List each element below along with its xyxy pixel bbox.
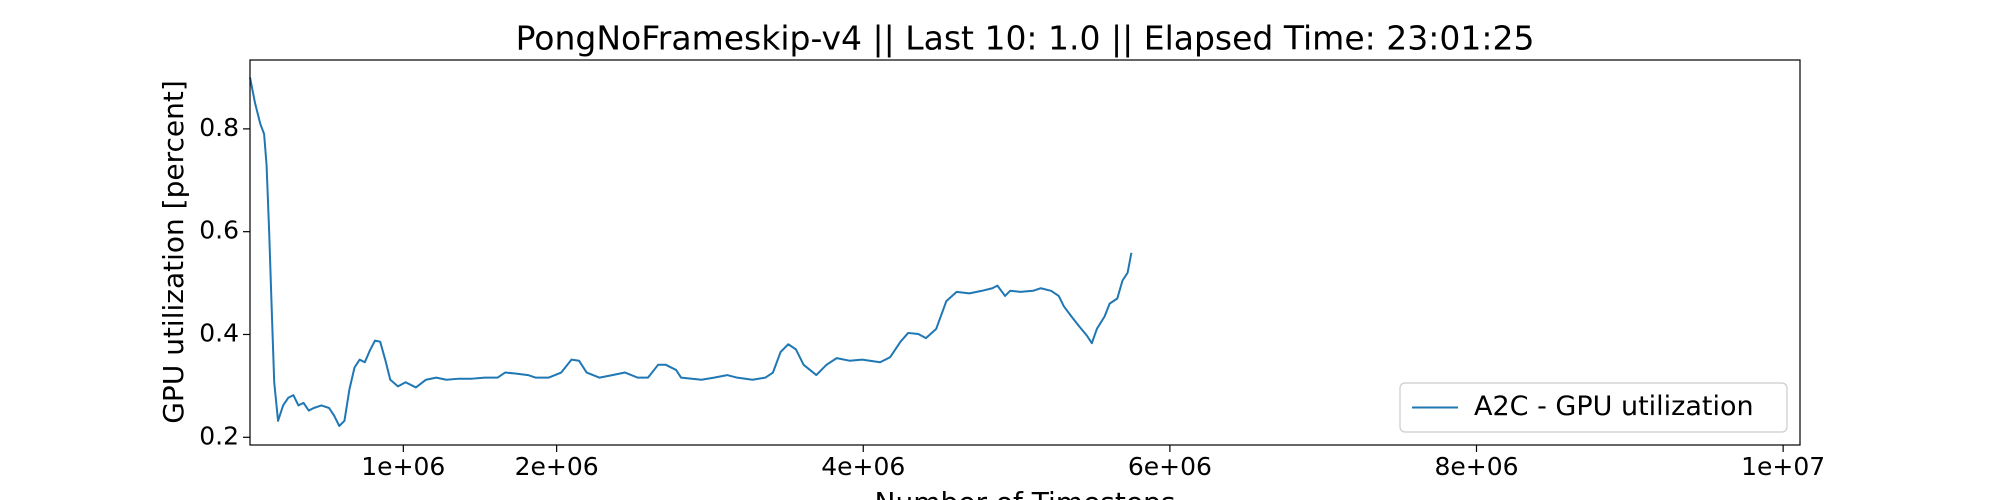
x-tick-label: 1e+07 xyxy=(1741,452,1825,481)
y-tick-label: 0.4 xyxy=(199,318,239,347)
legend-label: A2C - GPU utilization xyxy=(1474,391,1754,422)
plot-frame xyxy=(249,59,1801,446)
y-tick-label: 0.6 xyxy=(199,216,239,245)
y-tick-label: 0.8 xyxy=(199,113,239,142)
x-axis-label: Number of Timesteps xyxy=(875,486,1176,500)
legend-box xyxy=(1399,382,1788,433)
x-tick-label: 8e+06 xyxy=(1434,452,1518,481)
x-tick-label: 4e+06 xyxy=(821,452,905,481)
y-tick-label: 0.2 xyxy=(199,421,239,450)
chart-title: PongNoFrameskip-v4 || Last 10: 1.0 || El… xyxy=(516,19,1535,58)
x-tick-label: 1e+06 xyxy=(361,452,445,481)
data-line xyxy=(249,77,1133,427)
x-tick-label: 2e+06 xyxy=(515,452,599,481)
y-axis-label: GPU utilization [percent] xyxy=(157,80,190,424)
x-tick-label: 6e+06 xyxy=(1128,452,1212,481)
